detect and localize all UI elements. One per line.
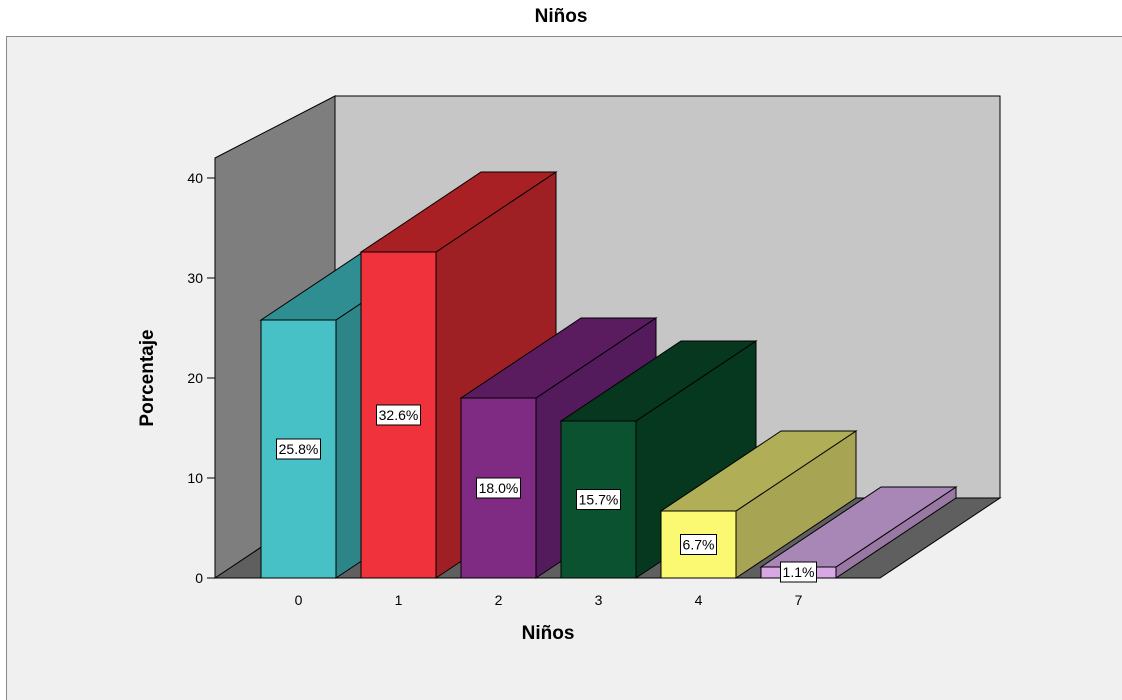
y-tick-label: 30 <box>187 270 203 286</box>
chart-title: Niños <box>534 6 588 27</box>
data-label: 18.0% <box>476 477 521 499</box>
y-tick-label: 20 <box>187 370 203 386</box>
data-label-box <box>276 438 321 460</box>
x-axis-title: Niños <box>522 623 575 644</box>
data-label: 32.6% <box>376 404 421 426</box>
data-label-box <box>680 534 717 555</box>
data-label: 15.7% <box>576 489 621 510</box>
data-label-text: 18.0% <box>479 480 519 496</box>
data-label-text: 15.7% <box>579 492 619 508</box>
y-tick-label: 10 <box>187 470 203 486</box>
bars <box>259 171 958 579</box>
x-tick-label: 2 <box>495 592 503 608</box>
x-axis: 0 1 2 3 4 7 <box>295 592 803 608</box>
y-axis-title: Porcentaje <box>137 329 158 426</box>
data-label: 25.8% <box>276 438 321 460</box>
data-label-box <box>780 561 817 583</box>
data-label-box <box>576 489 621 510</box>
data-label-text: 32.6% <box>379 407 419 423</box>
x-tick-label: 7 <box>795 592 803 608</box>
x-tick-label: 1 <box>395 592 403 608</box>
data-label-box <box>476 477 521 499</box>
y-tick-label: 40 <box>187 170 203 186</box>
data-label: 6.7% <box>680 534 717 555</box>
data-label-box <box>376 404 421 426</box>
x-tick-label: 0 <box>295 592 303 608</box>
data-label-text: 25.8% <box>279 441 319 457</box>
x-tick-label: 4 <box>695 592 703 608</box>
x-tick-label: 3 <box>595 592 603 608</box>
y-axis: 0 10 20 30 40 <box>187 158 216 586</box>
data-label-text: 6.7% <box>683 537 715 553</box>
y-tick-label: 0 <box>195 570 203 586</box>
data-labels: 25.8% 32.6% 18.0% 15.7% 6.7% 1.1% <box>276 404 817 583</box>
data-label: 1.1% <box>780 561 817 583</box>
data-label-text: 1.1% <box>783 564 815 580</box>
